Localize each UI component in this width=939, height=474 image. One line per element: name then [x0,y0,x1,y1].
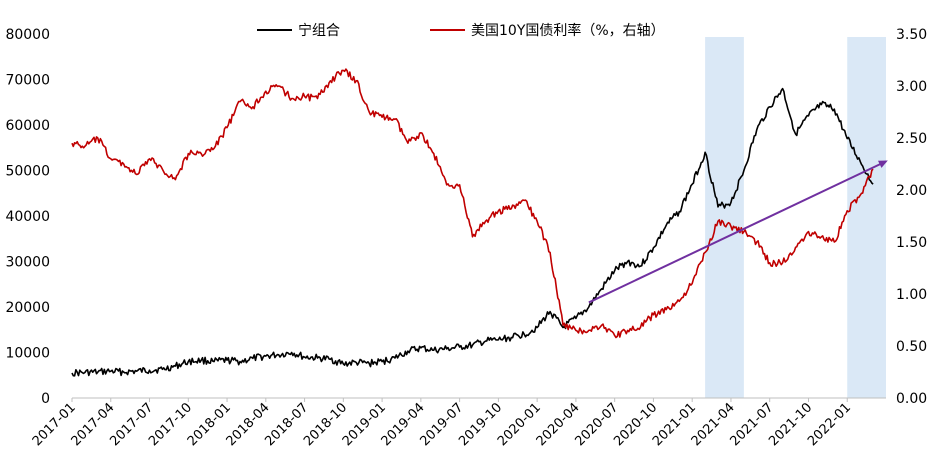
y-left-tick-label: 10000 [5,346,50,362]
y-right-tick-label: 2.00 [896,183,927,199]
x-tick-label: 2022-01 [805,400,854,449]
y-left-tick-label: 40000 [5,209,50,225]
y-right-tick-label: 3.50 [896,27,927,43]
y-right-tick-label: 0.50 [896,339,927,355]
y-left-tick-label: 70000 [5,73,50,89]
y-right-tick-label: 3.00 [896,79,927,95]
y-left-tick-label: 50000 [5,164,50,180]
y-left-tick-label: 30000 [5,255,50,271]
shaded-period-1 [705,37,744,398]
trend-arrow [588,160,888,304]
chart-legend: 宁组合 美国10Y国债利率（%，右轴） [257,22,665,39]
y-left-tick-label: 20000 [5,300,50,316]
y-left-tick-label: 60000 [5,118,50,134]
y-right-tick-label: 1.00 [896,287,927,303]
y-right-tick-label: 1.50 [896,235,927,251]
y-left-tick-label: 80000 [5,27,50,43]
y-right-tick-label: 2.50 [896,131,927,147]
legend-label-portfolio: 宁组合 [298,22,340,39]
series-line-us10y [71,68,874,339]
y-right-tick-label: 0.00 [896,391,927,407]
shaded-period-2 [847,37,886,398]
y-left-tick-label: 0 [41,391,50,407]
series-line-portfolio [71,87,874,377]
legend-label-us10y: 美国10Y国债利率（%，右轴） [471,22,665,39]
